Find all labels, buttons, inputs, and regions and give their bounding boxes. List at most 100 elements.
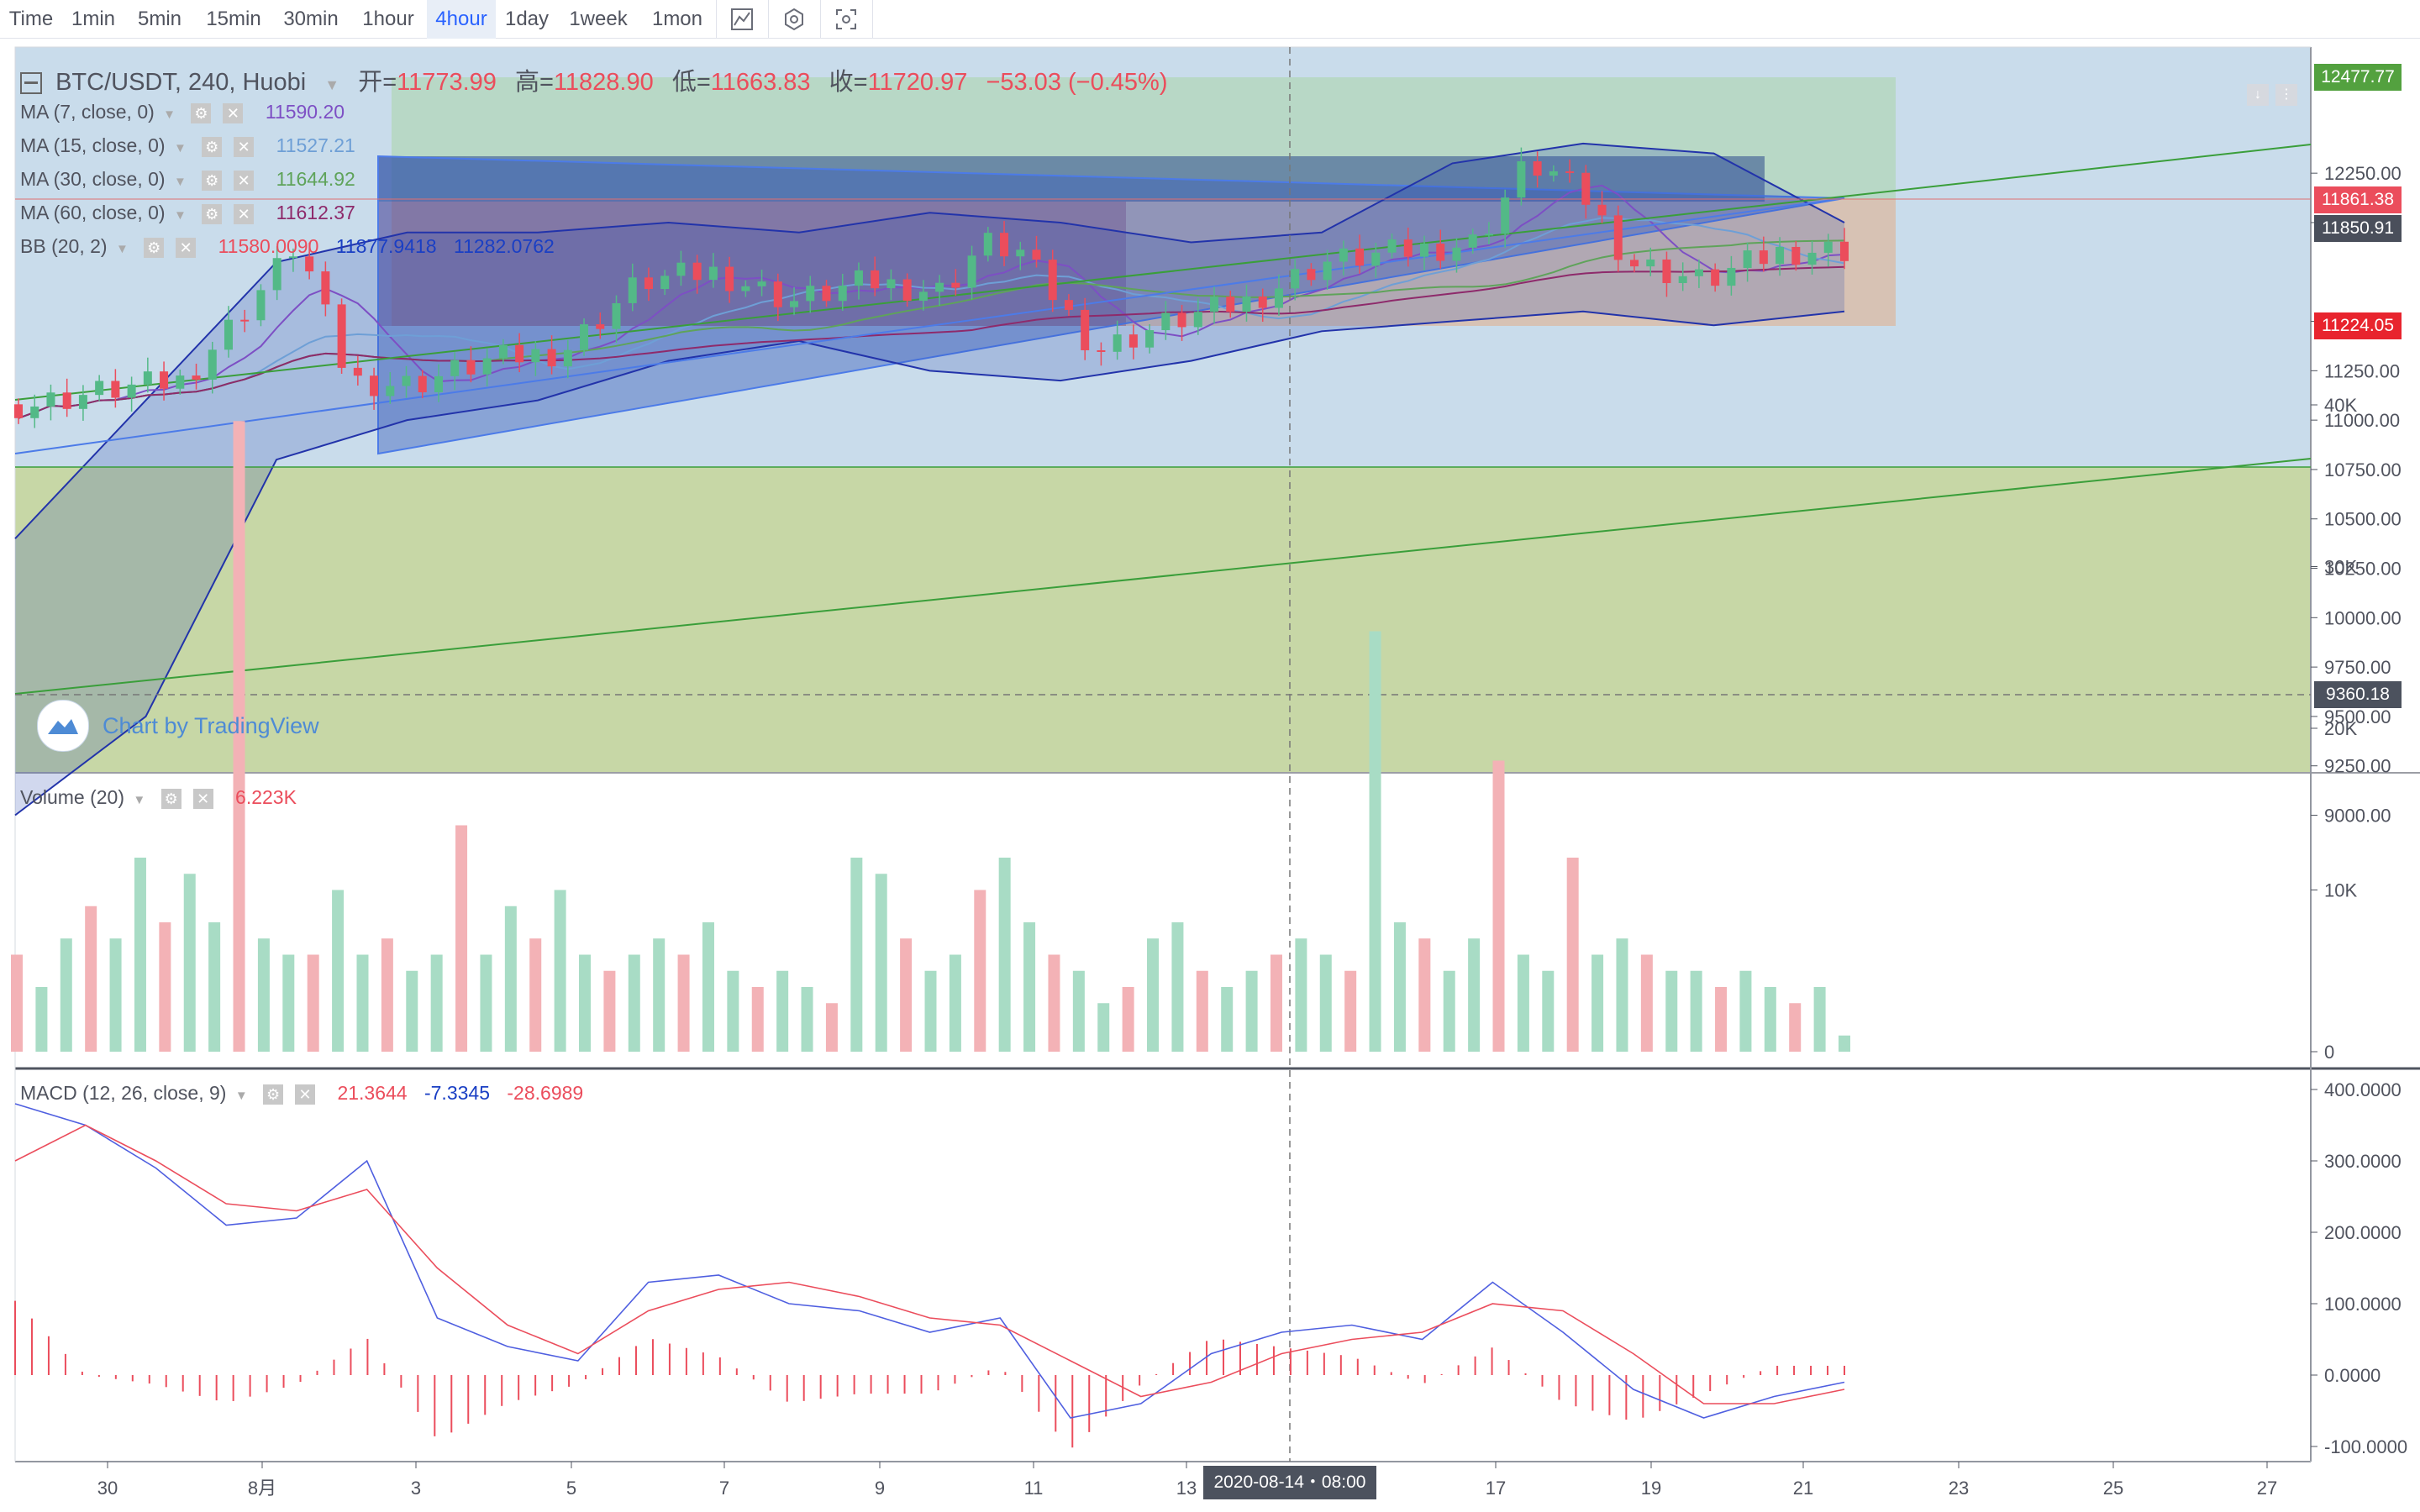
candle-body [1533,161,1542,176]
chevron-down-icon[interactable]: ▼ [133,793,146,807]
chevron-down-icon[interactable]: ▼ [173,175,187,189]
volume-bar [208,922,221,1052]
interval-time[interactable]: Time [8,8,54,30]
chevron-down-icon[interactable]: ▼ [173,208,187,223]
volume-bar [1369,631,1381,1052]
close-icon[interactable]: ✕ [223,102,244,123]
interval-15min[interactable]: 15min [206,8,261,30]
interval-1day[interactable]: 1day [504,8,550,30]
high-value: 11828.90 [553,69,654,96]
settings-icon[interactable]: ⚙ [191,102,212,123]
symbol-label[interactable]: BTC/USDT, 240, Huobi [55,69,307,96]
trendline-upper [14,144,2312,401]
interval-1week[interactable]: 1week [569,8,628,30]
chevron-down-icon[interactable]: ▼ [163,108,176,122]
volume-bar [825,1003,838,1052]
ma60-legend[interactable]: MA (60, close, 0) ▼ ⚙ ✕ 11612.37 [20,202,367,224]
candle-body [1258,296,1267,308]
candle-body [1387,239,1397,253]
ma7-label: MA (7, close, 0) [20,101,155,123]
settings-icon[interactable]: ⚙ [144,237,165,258]
candle-body [515,344,524,363]
chart-canvas[interactable]: 12250.0012000.0011500.0011250.0011000.00… [0,39,2420,1512]
interval-1min[interactable]: 1min [71,8,116,30]
candle-body [1484,234,1493,236]
interval-4hour[interactable]: 4hour [427,0,496,39]
chevron-down-icon[interactable]: ▼ [173,141,187,155]
high-label: 高= [515,69,554,96]
scale-menu-button[interactable]: ⋮ [2275,84,2297,106]
interval-1mon[interactable]: 1mon [651,8,703,30]
volume-bar [1072,970,1085,1052]
candle-body [1097,349,1106,352]
settings-icon[interactable]: ⚙ [160,788,182,809]
settings-icon[interactable]: ⚙ [202,170,223,191]
indicator-icon[interactable] [729,7,755,32]
candle-body [370,375,379,396]
ma15-legend[interactable]: MA (15, close, 0) ▼ ⚙ ✕ 11527.21 [20,134,367,157]
close-label: 收= [829,69,868,96]
volume-bar [1245,970,1258,1052]
ma15-line [18,217,1845,419]
settings-icon[interactable]: ⚙ [202,203,223,224]
collapse-icon[interactable] [20,72,42,95]
candle-body [482,358,492,375]
chevron-down-icon[interactable]: ▼ [324,76,340,93]
ma7-legend[interactable]: MA (7, close, 0) ▼ ⚙ ✕ 11590.20 [20,101,356,123]
volume-bar [776,970,789,1052]
interval-30min[interactable]: 30min [283,8,339,30]
close-icon[interactable]: ✕ [192,788,213,809]
close-icon[interactable]: ✕ [234,136,255,157]
close-icon[interactable]: ✕ [295,1084,316,1105]
price-axis-label: 12250.00 [2324,163,2402,184]
candle-body [1226,297,1235,312]
candle-body [935,282,944,292]
close-icon[interactable]: ✕ [234,203,255,224]
candle-body [1371,252,1381,266]
scale-down-button[interactable]: ↓ [2247,84,2269,106]
bb-value-3: 11282.0762 [453,235,555,257]
candle-body [1468,234,1477,248]
volume-bar [1739,970,1752,1052]
triangle-pattern [377,155,1845,455]
volume-bar [1789,1003,1802,1052]
price-tag-top: 12477.77 [2314,64,2402,91]
candle-body [337,304,346,368]
candle-body [628,277,637,303]
macd-legend[interactable]: MACD (12, 26, close, 9) ▼ ⚙ ✕ 21.3644 -7.… [20,1082,595,1105]
candle-body [1678,276,1687,283]
macd-axis-label: -100.0000 [2324,1436,2407,1457]
candle-body [30,406,39,418]
macd-line [14,1103,1845,1419]
candle-body [466,360,476,375]
ma7-value: 11590.20 [265,101,345,123]
ma30-legend[interactable]: MA (30, close, 0) ▼ ⚙ ✕ 11644.92 [20,168,367,191]
settings-icon[interactable]: ⚙ [202,136,223,157]
settings-icon[interactable] [781,7,807,32]
candle-body [1210,297,1219,312]
interval-5min[interactable]: 5min [137,8,182,30]
price-axis-label: 11250.00 [2324,360,2400,381]
volume-axis-label: 40K [2324,395,2357,416]
candle-body [143,371,152,385]
interval-1hour[interactable]: 1hour [362,8,414,30]
candle-body [902,279,912,302]
interval-toolbar: Time 1min 5min 15min 30min 1hour 4hour 1day 1wee… [0,0,2420,39]
chevron-down-icon[interactable]: ▼ [115,242,129,256]
bb-legend[interactable]: BB (20, 2) ▼ ⚙ ✕ 11580.0090 11877.9418 11… [20,235,566,258]
candle-body [1501,197,1510,234]
ohlc-low: 低=11663.83 [672,69,811,96]
chevron-down-icon[interactable]: ▼ [234,1089,248,1103]
volume-legend[interactable]: Volume (20) ▼ ⚙ ✕ 6.223K [20,786,308,809]
price-axis-label: 9000.00 [2324,806,2391,827]
fullscreen-icon[interactable] [834,7,859,32]
close-icon[interactable]: ✕ [234,170,255,191]
volume-bar [1468,938,1481,1052]
candle-body [1662,259,1671,283]
tradingview-watermark[interactable]: Chart by TradingView [37,700,319,752]
candle-body [1630,260,1639,267]
volume-bar [850,858,863,1052]
candle-body [1711,269,1720,286]
close-icon[interactable]: ✕ [176,237,197,258]
settings-icon[interactable]: ⚙ [263,1084,284,1105]
